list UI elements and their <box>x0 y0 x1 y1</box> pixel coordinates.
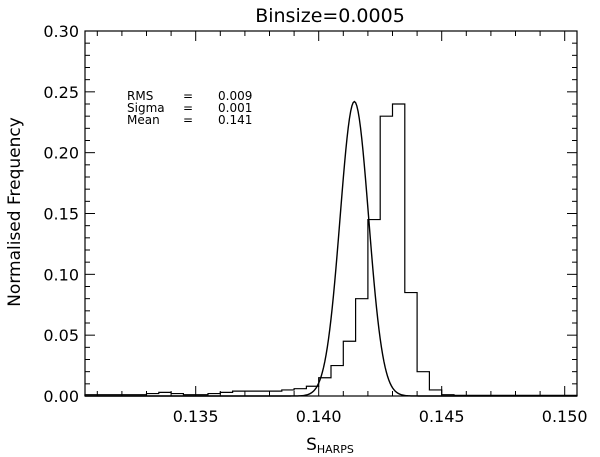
y-tick-label: 0.30 <box>43 22 79 41</box>
stat-value: 0.001 <box>218 101 252 115</box>
y-tick-label: 0.15 <box>43 205 79 224</box>
chart-title: Binsize=0.0005 <box>255 5 405 27</box>
y-tick-label: 0.00 <box>43 387 79 406</box>
y-axis: 0.00 0.05 0.10 0.15 0.20 0.25 0.30 <box>43 22 577 406</box>
x-tick-label: 0.140 <box>296 407 342 426</box>
stat-equals: = <box>183 113 193 127</box>
x-tick-label: 0.145 <box>419 407 465 426</box>
x-tick-label: 0.150 <box>542 407 588 426</box>
histogram-series <box>84 103 578 396</box>
y-axis-label: Normalised Frequency <box>5 117 25 307</box>
x-axis-label-subscript: HARPS <box>317 443 354 456</box>
x-axis-label-main: S <box>306 435 317 455</box>
stat-value: 0.141 <box>218 113 252 127</box>
x-axis: 0.135 0.140 0.145 0.150 <box>96 31 588 426</box>
y-tick-label: 0.10 <box>43 265 79 284</box>
gaussian-fit-curve <box>85 100 577 397</box>
x-axis-label: SHARPS <box>306 435 354 456</box>
stat-label: Sigma <box>127 101 165 115</box>
stat-value: 0.009 <box>218 89 252 103</box>
plot-frame <box>84 30 578 397</box>
x-tick-label: 0.135 <box>173 407 219 426</box>
stat-equals: = <box>183 89 193 103</box>
y-tick-label: 0.25 <box>43 83 79 102</box>
stats-annotation: RMS = 0.009 Sigma = 0.001 Mean = 0.141 <box>127 89 252 127</box>
stat-label: RMS <box>127 89 153 103</box>
y-tick-label: 0.20 <box>43 144 79 163</box>
y-tick-label: 0.05 <box>43 326 79 345</box>
stat-equals: = <box>183 101 193 115</box>
stat-label: Mean <box>127 113 160 127</box>
